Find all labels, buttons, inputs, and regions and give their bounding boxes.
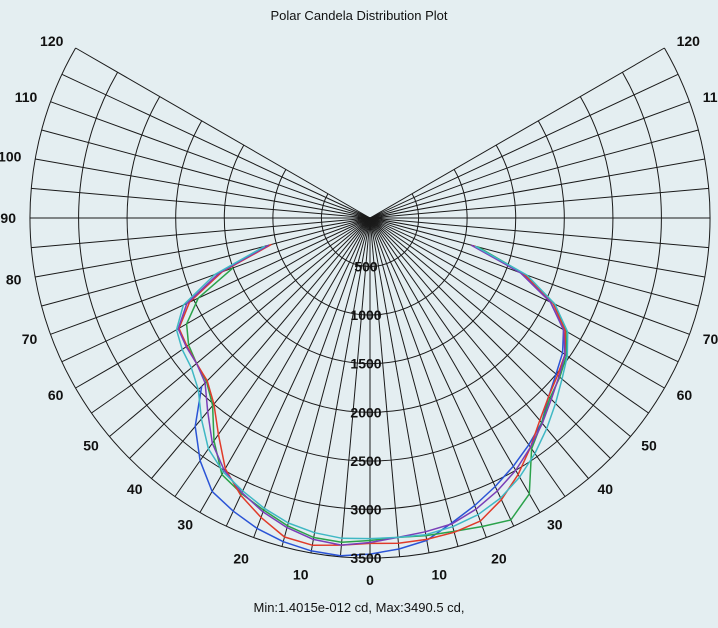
radial-tick-label: 1500	[350, 356, 381, 372]
angle-tick-label: 20	[491, 551, 507, 567]
radial-gridline	[41, 217, 371, 307]
series-line-1	[194, 245, 565, 557]
radial-ring	[78, 72, 662, 510]
radial-gridline	[369, 187, 709, 219]
radial-gridline	[61, 217, 371, 363]
angle-tick-label: 40	[127, 481, 143, 497]
radial-gridline	[369, 217, 589, 479]
radial-gridline	[41, 129, 371, 219]
radial-tick-label: 3500	[350, 550, 381, 566]
radial-gridline	[369, 217, 631, 437]
radial-gridline	[91, 217, 371, 414]
angle-tick-label: 0	[366, 572, 374, 588]
radial-gridline	[369, 217, 487, 538]
radial-gridline	[369, 217, 699, 307]
radial-gridline	[50, 217, 371, 335]
radial-gridline	[369, 217, 649, 414]
angle-tick-label: 110	[15, 89, 38, 105]
radial-gridline	[35, 158, 371, 219]
angle-tick-label: 30	[177, 517, 193, 533]
radial-tick-label: 3000	[350, 501, 381, 517]
radial-ring	[223, 144, 517, 365]
radial-gridline	[369, 158, 705, 219]
radial-ring	[272, 169, 468, 316]
radial-gridline	[339, 217, 371, 557]
radial-gridline	[31, 187, 371, 219]
series-line-3	[178, 243, 566, 546]
radial-gridline	[369, 47, 665, 219]
angle-tick-label: 60	[677, 387, 693, 403]
angle-tick-label: 80	[6, 272, 22, 288]
angle-tick-label: 60	[48, 387, 64, 403]
radial-gridline	[109, 217, 371, 437]
angle-tick-label: 40	[598, 481, 614, 497]
radial-tick-label: 2000	[350, 404, 381, 420]
series-line-4	[177, 244, 566, 546]
radial-gridline	[369, 217, 679, 363]
radial-ring	[29, 47, 711, 559]
radial-gridline	[75, 217, 371, 389]
radial-gridline	[369, 217, 690, 335]
angle-tick-label: 50	[83, 438, 99, 454]
radial-gridline	[369, 217, 611, 459]
radial-gridline	[369, 217, 459, 547]
radial-gridline	[369, 217, 566, 497]
radial-tick-label: 2500	[350, 453, 381, 469]
radial-ring	[320, 193, 420, 268]
angle-tick-label: 90	[0, 210, 16, 226]
angle-tick-label: 10	[293, 567, 309, 583]
radial-gridline	[174, 217, 371, 497]
angle-tick-label: 110	[703, 89, 718, 105]
angle-tick-label: 20	[233, 551, 249, 567]
radial-ring	[175, 120, 565, 413]
radial-gridline	[61, 73, 371, 219]
radial-gridline	[369, 217, 709, 249]
radial-gridline	[369, 73, 679, 219]
radial-gridline	[35, 217, 371, 278]
radial-gridline	[281, 217, 371, 547]
radial-gridline	[369, 217, 541, 513]
angle-tick-label: 50	[641, 438, 657, 454]
radial-gridline	[225, 217, 371, 527]
radial-tick-label: 500	[354, 259, 378, 275]
angle-tick-label: 120	[677, 33, 701, 49]
chart-title: Polar Candela Distribution Plot	[270, 8, 448, 23]
radial-gridline	[75, 47, 371, 219]
angle-tick-label: 30	[547, 517, 563, 533]
series-line-5	[175, 245, 569, 540]
angle-tick-label: 100	[0, 149, 22, 165]
min-max-readout: Min:1.4015e-012 cd, Max:3490.5 cd,	[253, 600, 465, 615]
radial-gridline	[369, 217, 515, 527]
radial-gridline	[50, 101, 371, 219]
radial-gridline	[369, 217, 705, 278]
angle-tick-label: 120	[40, 33, 64, 49]
radial-gridline	[369, 129, 699, 219]
radial-gridline	[253, 217, 371, 538]
radial-gridline	[199, 217, 371, 513]
radial-gridline	[129, 217, 371, 459]
radial-gridline	[369, 217, 430, 553]
radial-gridline	[369, 217, 665, 389]
radial-gridline	[369, 217, 401, 557]
radial-gridline	[151, 217, 371, 479]
series-line-2	[185, 246, 568, 543]
angle-tick-label: 10	[432, 567, 448, 583]
angle-tick-label: 70	[703, 331, 718, 347]
radial-gridline	[310, 217, 371, 553]
angle-tick-label: 70	[22, 331, 38, 347]
radial-gridline	[31, 217, 371, 249]
radial-tick-label: 1000	[350, 307, 381, 323]
radial-ring	[126, 96, 614, 462]
radial-gridline	[369, 101, 690, 219]
